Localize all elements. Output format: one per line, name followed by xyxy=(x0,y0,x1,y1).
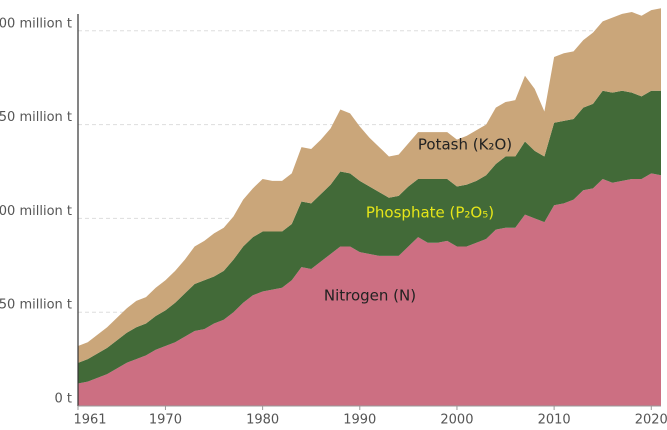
series-label: Potash (K₂O) xyxy=(418,136,512,154)
x-tick-label: 1990 xyxy=(343,413,376,428)
x-tick-label: 1961 xyxy=(73,413,106,428)
area xyxy=(78,8,661,363)
x-tick-label: 1970 xyxy=(149,413,182,428)
series-label: Phosphate (P₂O₅) xyxy=(366,204,494,222)
x-tick-label: 2010 xyxy=(538,413,571,428)
x-tick-label: 1980 xyxy=(246,413,279,428)
y-tick-label: 100 million t xyxy=(0,204,72,219)
area xyxy=(78,90,661,384)
x-tick-label: 2020 xyxy=(635,413,667,428)
area xyxy=(78,173,661,406)
y-tick-label: 150 million t xyxy=(0,110,72,125)
series-label: Nitrogen (N) xyxy=(324,287,416,305)
x-tick-label: 2000 xyxy=(440,413,473,428)
y-tick-label: 0 t xyxy=(54,392,72,407)
y-tick-label: 50 million t xyxy=(0,298,72,313)
y-tick-label: 200 million t xyxy=(0,16,72,31)
